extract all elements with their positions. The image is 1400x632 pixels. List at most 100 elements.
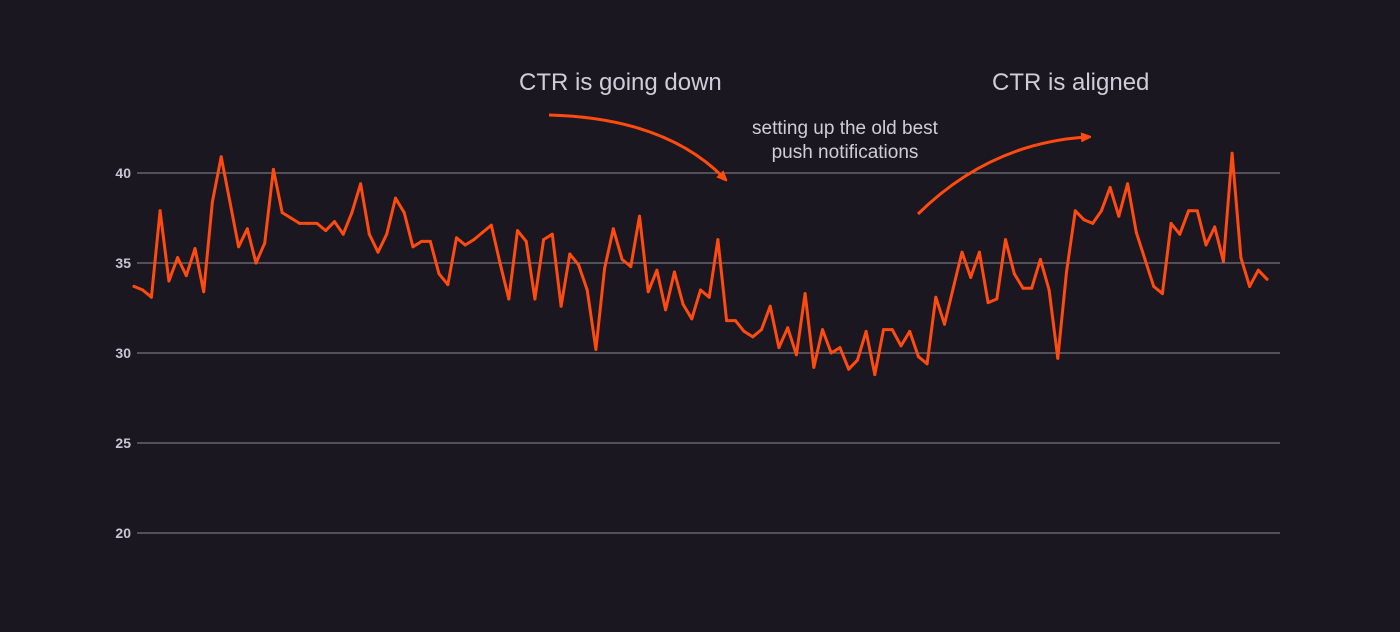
data-points xyxy=(132,151,1269,377)
data-point-21 xyxy=(315,221,319,225)
data-point-130 xyxy=(1265,277,1269,281)
data-point-106 xyxy=(1056,356,1060,360)
data-point-9 xyxy=(210,200,214,204)
data-point-11 xyxy=(228,200,232,204)
data-point-92 xyxy=(934,295,938,299)
data-point-56 xyxy=(620,257,624,261)
data-point-69 xyxy=(733,319,737,323)
data-point-6 xyxy=(184,274,188,278)
data-point-122 xyxy=(1195,209,1199,213)
data-point-125 xyxy=(1221,259,1225,263)
data-point-32 xyxy=(411,245,415,249)
annotation-arrow-going-down xyxy=(548,113,724,178)
data-point-108 xyxy=(1073,209,1077,213)
data-point-121 xyxy=(1187,209,1191,213)
data-point-95 xyxy=(960,250,964,254)
data-point-84 xyxy=(864,329,868,333)
data-point-22 xyxy=(324,229,328,233)
data-point-2 xyxy=(149,295,153,299)
data-point-96 xyxy=(969,275,973,279)
data-point-120 xyxy=(1178,232,1182,236)
data-point-43 xyxy=(507,297,511,301)
data-point-18 xyxy=(289,216,293,220)
data-point-102 xyxy=(1021,286,1025,290)
data-point-60 xyxy=(655,268,659,272)
data-point-97 xyxy=(977,250,981,254)
data-point-107 xyxy=(1065,270,1068,274)
annotation-arrow-aligned xyxy=(916,137,1087,216)
data-point-51 xyxy=(577,263,580,267)
data-point-26 xyxy=(359,182,363,186)
data-point-45 xyxy=(524,239,528,243)
data-point-71 xyxy=(751,335,755,339)
data-point-25 xyxy=(350,211,354,215)
data-point-55 xyxy=(611,227,615,231)
data-point-90 xyxy=(916,355,920,359)
data-point-88 xyxy=(899,344,903,348)
data-point-50 xyxy=(568,252,572,256)
data-point-123 xyxy=(1204,243,1208,247)
data-point-78 xyxy=(812,365,816,369)
data-point-80 xyxy=(829,351,833,355)
y-tick-label-35: 35 xyxy=(115,255,131,271)
data-point-99 xyxy=(995,297,999,301)
data-point-39 xyxy=(472,238,476,242)
data-point-109 xyxy=(1082,218,1086,222)
data-point-81 xyxy=(838,346,842,350)
data-point-46 xyxy=(533,297,537,301)
data-point-98 xyxy=(986,301,990,305)
data-point-53 xyxy=(594,347,598,351)
data-point-104 xyxy=(1038,257,1042,261)
data-point-37 xyxy=(455,236,458,240)
data-point-57 xyxy=(629,265,633,269)
data-point-24 xyxy=(341,232,345,236)
data-point-48 xyxy=(550,232,554,236)
data-point-83 xyxy=(855,358,859,362)
y-tick-labels: 20 25 30 35 40 xyxy=(115,165,131,541)
data-point-116 xyxy=(1143,257,1147,261)
data-point-66 xyxy=(707,295,711,299)
data-point-30 xyxy=(394,196,397,200)
data-point-35 xyxy=(437,272,441,276)
data-point-20 xyxy=(306,221,310,225)
annotation-ctr-going-down: CTR is going down xyxy=(519,69,722,96)
data-point-68 xyxy=(725,319,729,323)
data-point-14 xyxy=(254,261,258,265)
data-point-76 xyxy=(794,353,798,357)
data-point-64 xyxy=(690,317,694,321)
y-tick-label-40: 40 xyxy=(115,165,131,181)
data-point-65 xyxy=(699,288,702,292)
data-point-129 xyxy=(1256,268,1260,272)
data-point-27 xyxy=(367,232,371,236)
data-point-61 xyxy=(664,308,668,312)
annotation-ctr-aligned: CTR is aligned xyxy=(992,69,1149,96)
annotation-setting-up-line-1: setting up the old best xyxy=(752,118,939,139)
data-point-93 xyxy=(943,322,946,326)
data-point-74 xyxy=(777,346,781,350)
data-point-91 xyxy=(925,362,929,366)
data-point-47 xyxy=(542,238,546,242)
data-point-15 xyxy=(263,241,267,245)
data-point-44 xyxy=(516,229,519,233)
data-point-100 xyxy=(1004,238,1007,242)
data-point-117 xyxy=(1152,284,1156,288)
data-point-118 xyxy=(1160,292,1164,296)
data-point-128 xyxy=(1248,284,1252,288)
data-point-85 xyxy=(873,373,877,377)
data-point-8 xyxy=(202,290,206,294)
data-point-87 xyxy=(890,328,894,332)
data-point-58 xyxy=(638,214,641,218)
data-point-28 xyxy=(376,250,380,254)
data-point-19 xyxy=(298,221,302,225)
data-point-86 xyxy=(882,328,885,332)
data-point-126 xyxy=(1230,151,1234,155)
data-point-103 xyxy=(1030,286,1034,290)
data-point-41 xyxy=(489,223,493,227)
data-point-82 xyxy=(847,367,851,371)
data-point-31 xyxy=(402,211,406,215)
y-tick-label-30: 30 xyxy=(115,345,131,361)
data-point-17 xyxy=(280,211,284,215)
data-point-115 xyxy=(1134,230,1138,234)
data-point-7 xyxy=(193,247,197,251)
